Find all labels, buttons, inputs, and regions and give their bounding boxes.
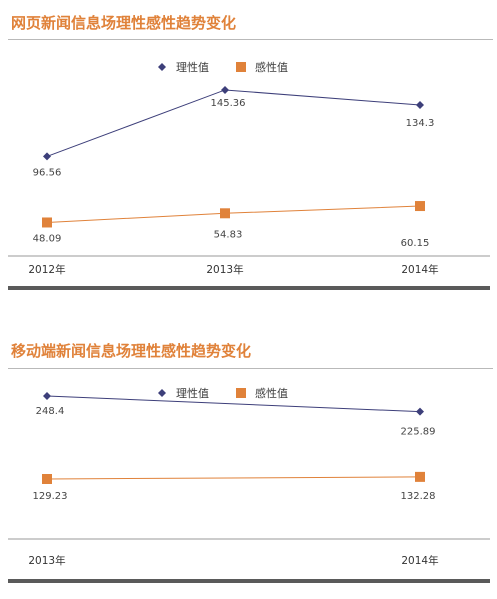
data-label: 48.09 [33,233,62,244]
x-tick-label: 2013年 [28,554,65,567]
data-point [42,217,52,228]
legend-label: 理性值 [176,60,209,74]
chart-panel-web: 网页新闻信息场理性感性趋势变化 理性值 感性值 96.56 145.36 134.3 48… [0,0,497,295]
data-point [42,474,52,485]
data-point [415,201,425,212]
legend-marker [158,63,166,71]
data-label: 129.23 [33,491,68,502]
data-label: 134.3 [406,118,435,129]
line-chart-mobile: 理性值 感性值 248.4 225.89 129.23 132.28 2013年 2014年 [8,386,490,583]
data-label: 96.56 [33,167,62,178]
legend-label: 理性值 [176,386,209,400]
data-point [43,392,51,401]
legend-label: 感性值 [255,386,288,400]
line-chart-web: 理性值 感性值 96.56 145.36 134.3 48.09 54.83 60.15 201… [8,60,490,290]
data-point [415,471,425,482]
data-point [221,85,229,94]
title-divider [8,368,493,369]
x-tick-label: 2013年 [206,263,243,276]
series-line [46,395,421,413]
data-label: 132.28 [401,491,436,502]
x-tick-label: 2012年 [28,263,65,276]
series-line [46,476,421,480]
data-label: 225.89 [401,427,436,438]
legend-label: 感性值 [255,60,288,74]
chart-panel-mobile: 移动端新闻信息场理性感性趋势变化 理性值 感性值 248.4 225.89 129.23… [0,295,497,598]
title-divider [8,39,493,40]
chart-title: 网页新闻信息场理性感性趋势变化 [11,14,237,32]
legend-marker [158,389,166,397]
data-point [220,208,230,219]
data-label: 54.83 [214,229,243,240]
data-point [416,407,424,416]
x-tick-label: 2014年 [401,263,438,276]
legend-marker [236,388,246,398]
legend-marker [236,62,246,72]
panel-bottom-rule [8,579,490,583]
data-label: 145.36 [211,98,246,109]
data-point [416,101,424,110]
series-line [46,205,421,223]
data-label: 60.15 [401,238,430,249]
x-tick-label: 2014年 [401,554,438,567]
panel-bottom-rule [8,286,490,290]
data-label: 248.4 [36,406,65,417]
data-point [43,152,51,161]
chart-title: 移动端新闻信息场理性感性趋势变化 [11,342,252,360]
